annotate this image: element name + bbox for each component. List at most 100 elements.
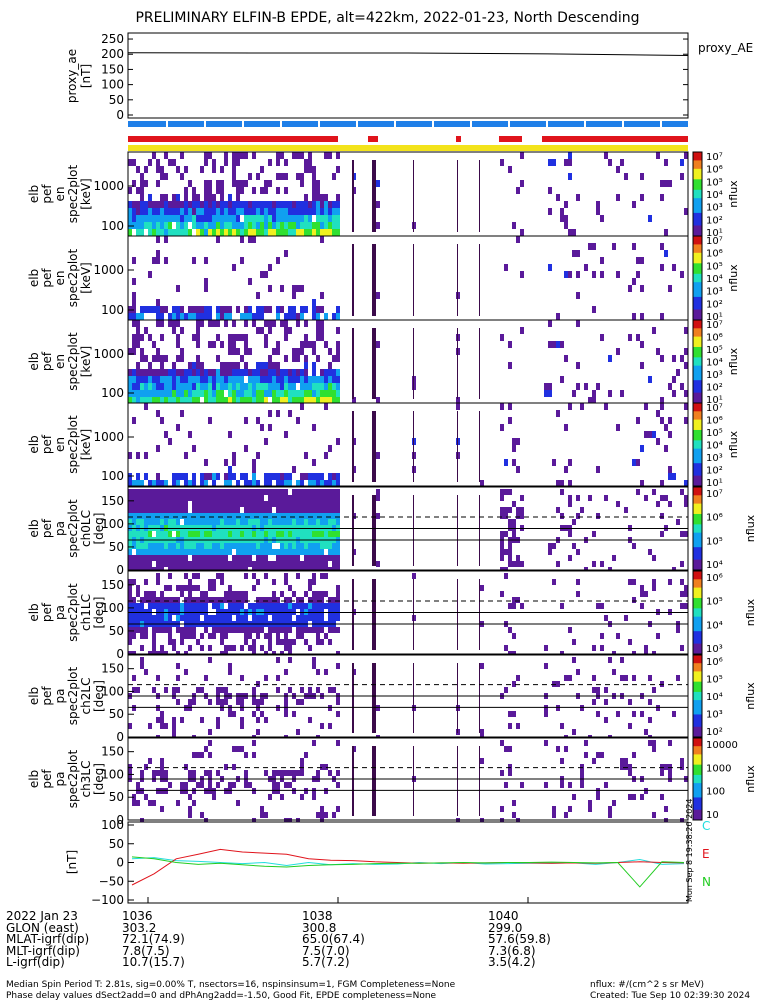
colorbar-cell (693, 461, 702, 464)
spectrogram-cell (164, 306, 168, 313)
pa-cell (192, 627, 196, 633)
pa-cell (316, 633, 320, 639)
colorbar-cell (693, 365, 702, 369)
colorbar-cell (693, 491, 702, 494)
pa-cell (680, 579, 684, 585)
pa-cell (664, 806, 668, 812)
pa-cell (236, 519, 240, 525)
colorbar-cell (693, 637, 702, 640)
pa-cell (640, 711, 644, 717)
colorbar-tick-label: 10² (706, 383, 723, 394)
pa-cell (184, 543, 188, 549)
pa-cell (144, 764, 148, 770)
spectrogram-cell (268, 424, 272, 431)
pa-cell (200, 782, 204, 788)
pa-cell (280, 507, 284, 513)
pa-cell (176, 699, 180, 705)
pa-cell (268, 794, 272, 800)
pa-cell (284, 597, 288, 603)
spectrogram-cell (232, 390, 236, 397)
pa-cell (556, 746, 560, 752)
pa-cell (276, 549, 280, 555)
spectrogram-cell (152, 397, 156, 404)
spectrogram-cell (656, 152, 660, 159)
spectrogram-cell (148, 390, 152, 397)
colorbar-cell (693, 328, 702, 331)
spectrogram-cell (164, 376, 168, 383)
pa-cell (140, 645, 144, 651)
spectrogram-cell (660, 397, 664, 404)
pa-cell (128, 603, 132, 609)
pa-cell (244, 495, 248, 501)
ephem-value-2: 7.5(7.0) (302, 943, 350, 958)
pa-cell (260, 561, 264, 567)
spectrogram-cell (220, 369, 224, 376)
spectrogram-cell (684, 403, 688, 410)
pa-cell (200, 633, 204, 639)
spectrogram-cell (520, 327, 524, 334)
colorbar-cell (693, 534, 702, 538)
colorbar-cell (693, 760, 702, 764)
pa-cell (260, 812, 264, 818)
spectrogram-cell (220, 397, 224, 404)
spectrogram-cell (632, 459, 636, 466)
pa-cell (304, 561, 308, 567)
pa-cell (304, 603, 308, 609)
spectrogram-cell (288, 473, 292, 480)
spectrogram-cell (320, 327, 324, 334)
pa-cell (300, 615, 304, 621)
fgm-legend-C: C (702, 819, 710, 833)
spectrogram-cell (172, 327, 176, 334)
colorbar-label: nflux (744, 765, 757, 793)
pa-stripe (479, 579, 480, 650)
spectrogram-cell (144, 201, 148, 208)
spectrogram-cell (224, 459, 228, 466)
colorbar-cell (693, 446, 702, 450)
pa-cell (328, 501, 332, 507)
spectrogram-ylabel: elb (27, 352, 41, 370)
colorbar-cell (693, 528, 702, 532)
spectrogram-cell (664, 229, 668, 236)
colorbar-cell (693, 557, 702, 561)
ephem-value-1: 303.2 (122, 920, 157, 935)
spectrogram-cell (248, 208, 252, 215)
spectrogram-cell (672, 473, 676, 480)
pa-cell (180, 501, 184, 507)
spectrogram-cell (504, 264, 508, 271)
spectrogram-cell (568, 403, 572, 410)
spectrogram-cell (160, 313, 164, 320)
pa-cell (644, 729, 648, 735)
pa-cell (220, 633, 224, 639)
spectrogram-cell (592, 390, 596, 397)
spectrogram-cell (156, 480, 160, 487)
pa-cell (156, 579, 160, 585)
pa-cell (300, 519, 304, 525)
pa-cell (156, 519, 160, 525)
spectrogram-ylabel: [keV] (79, 429, 93, 460)
pa-cell (560, 782, 564, 788)
pa-cell (168, 543, 172, 549)
pa-cell (284, 603, 288, 609)
spectrogram-cell (180, 397, 184, 404)
pa-cell (320, 818, 324, 824)
pa-cell (596, 687, 600, 693)
spectrogram-cell (248, 390, 252, 397)
spectrogram-cell (228, 222, 232, 229)
pa-cell (252, 752, 256, 758)
spectrogram-cell (256, 201, 260, 208)
spectrogram-cell (132, 313, 136, 320)
spectrogram-cell (252, 236, 256, 243)
colorbar-cell (693, 600, 702, 603)
pa-cell (308, 717, 312, 723)
spectrogram-cell (148, 369, 152, 376)
pa-cell (544, 740, 548, 746)
spectrogram-cell (284, 480, 288, 487)
spectrogram-cell (640, 257, 644, 264)
spectrogram-cell (288, 215, 292, 222)
spectrogram-cell (232, 180, 236, 187)
pa-cell (312, 597, 316, 603)
pa-cell (312, 507, 316, 513)
colorbar-cell (693, 231, 702, 235)
pa-cell (212, 561, 216, 567)
spectrogram-cell (172, 480, 176, 487)
